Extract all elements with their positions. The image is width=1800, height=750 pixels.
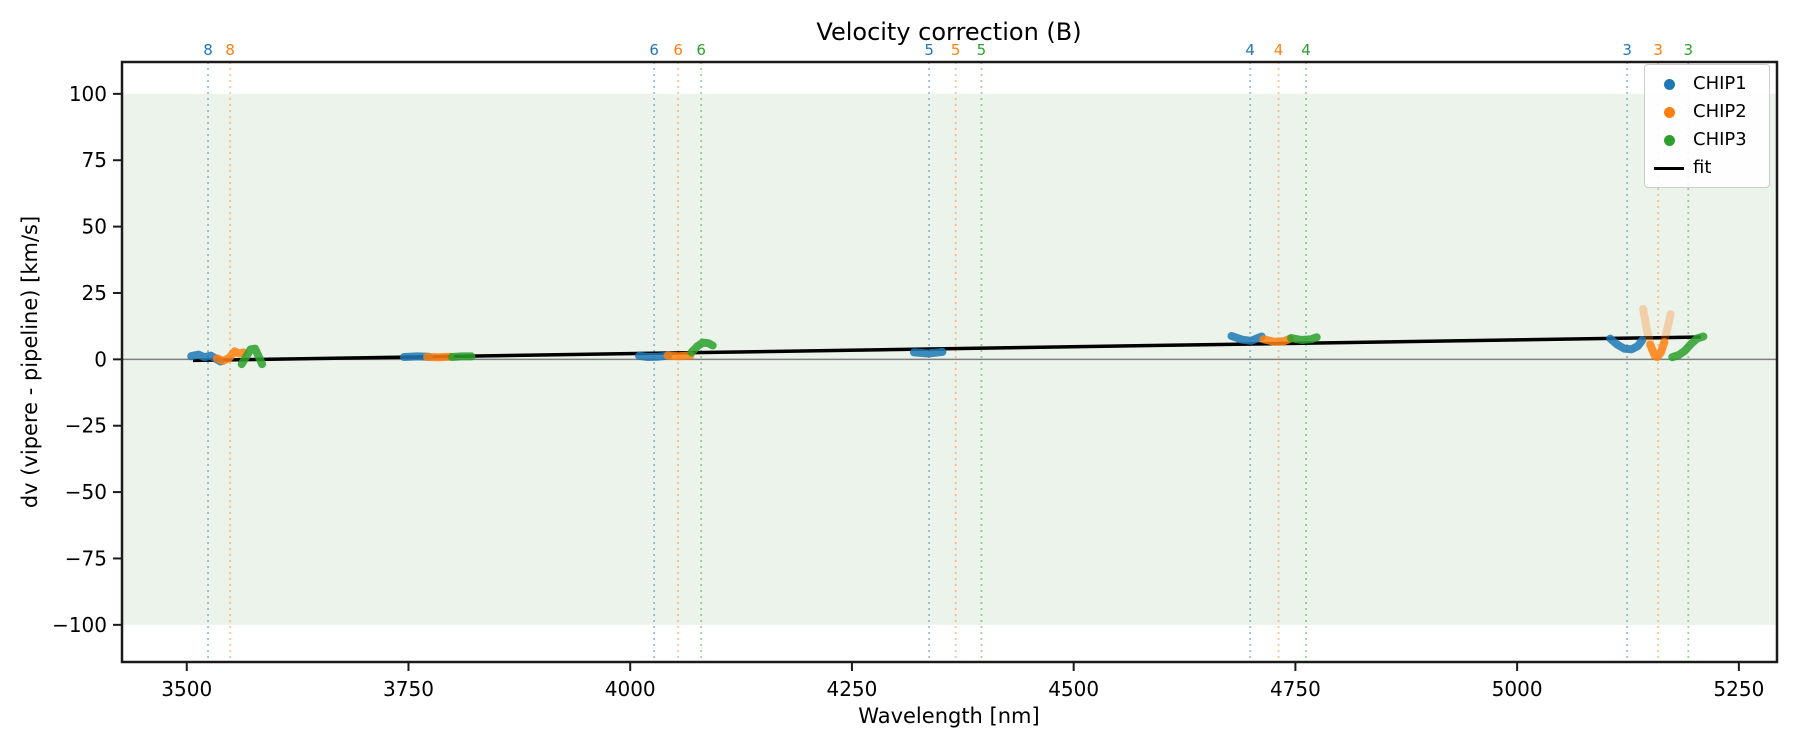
order-marker-label-5: 5 [951,41,961,59]
series-chip2-order-3 [1646,338,1669,361]
legend-item-label: CHIP1 [1693,73,1747,94]
legend-dot [1663,106,1675,118]
x-tick-label: 3750 [383,677,434,701]
x-axis-label: Wavelength [nm] [858,704,1040,728]
order-marker-label-3: 3 [1622,41,1632,59]
order-marker-label-4: 4 [1274,41,1284,59]
series-chip2-order-6 [663,351,695,361]
series-chip3-order-7 [447,352,476,361]
series-chip3-order-8 [237,344,267,369]
legend-item-label: fit [1693,157,1712,178]
x-tick-label: 5250 [1713,677,1764,701]
legend: CHIP1 CHIP2 CHIP3 fit [1644,64,1770,188]
series-chip3-order-4 [1287,333,1321,344]
y-tick-label: −50 [65,480,107,504]
order-marker-label-3: 3 [1684,41,1694,59]
series-chip1-order-4 [1227,332,1266,345]
legend-item-chip1: CHIP1 [1653,72,1761,96]
legend-item-fit: fit [1653,156,1761,180]
x-tick-label: 4750 [1270,677,1321,701]
legend-dot-marker [1653,134,1685,146]
order-marker-label-4: 4 [1245,41,1255,59]
chart-title: Velocity correction (B) [816,18,1082,46]
legend-dot [1663,78,1675,90]
axes-spines [120,60,1779,664]
order-marker-label-5: 5 [977,41,987,59]
legend-item-chip3: CHIP3 [1653,128,1761,152]
x-tick-label: 5000 [1492,677,1543,701]
legend-item-chip2: CHIP2 [1653,100,1761,124]
x-tick-label: 4500 [1048,677,1099,701]
legend-line [1654,166,1684,170]
order-marker-label-6: 6 [673,41,683,59]
order-marker-label-6: 6 [696,41,706,59]
series-chip2-order-7 [423,352,455,362]
legend-dot-marker [1653,78,1685,90]
order-marker-label-4: 4 [1301,41,1311,59]
series-chip3-order-6 [687,338,717,357]
series-chip2-order-8 [212,347,248,365]
legend-dot [1663,134,1675,146]
series-chip3-order-3 [1668,332,1708,362]
order-marker-label-8: 8 [225,41,235,59]
x-tick-label: 4000 [605,677,656,701]
y-tick-label: −75 [65,546,107,570]
y-tick-label: 0 [94,347,107,371]
order-marker-label-5: 5 [924,41,934,59]
x-tick-label: 4250 [826,677,877,701]
legend-dot-marker [1653,106,1685,118]
legend-item-label: CHIP3 [1693,129,1747,150]
legend-line-marker [1653,166,1685,170]
y-tick-label: −25 [65,414,107,438]
series-chip2-order-4 [1259,334,1295,346]
order-marker-label-3: 3 [1653,41,1663,59]
series-chip1-order-5 [910,347,947,358]
y-tick-label: 25 [82,281,107,305]
order-marker-label-8: 8 [203,41,213,59]
y-tick-label: 75 [82,148,107,172]
series-chip1-order-6 [635,351,673,361]
legend-item-label: CHIP2 [1693,101,1747,122]
y-tick-label: 50 [82,215,107,239]
order-marker-label-6: 6 [649,41,659,59]
y-tick-label: 100 [69,82,107,106]
series-chip1-order-3 [1606,334,1647,354]
y-tick-label: −100 [52,613,107,637]
x-tick-label: 3500 [161,677,212,701]
